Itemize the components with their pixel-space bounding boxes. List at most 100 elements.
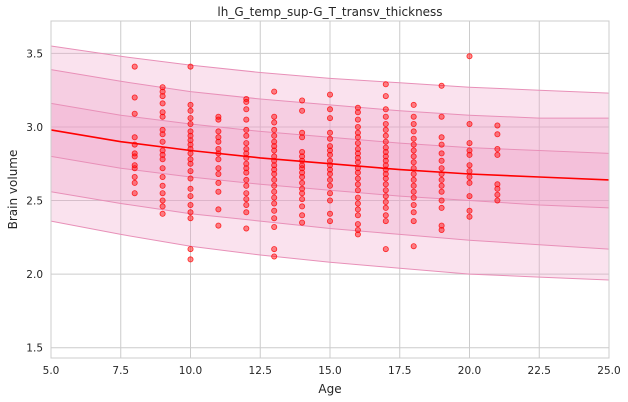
data-point [438,182,445,189]
data-point [131,63,138,70]
data-point [299,190,306,197]
data-point [466,162,473,169]
data-point [382,198,389,205]
data-point [326,147,333,154]
data-point [354,206,361,213]
data-point [438,176,445,183]
data-point [159,156,166,163]
band-3-lower-edge [50,220,610,281]
data-point [438,197,445,204]
data-point [410,194,417,201]
data-point [354,169,361,176]
data-point [271,253,278,260]
data-point [131,150,138,157]
plot-frame [50,20,610,359]
data-point [326,176,333,183]
data-point [354,194,361,201]
data-point [243,126,250,133]
data-point [410,147,417,154]
data-point [187,168,194,175]
data-point [187,246,194,253]
data-point [382,138,389,145]
data-point [438,141,445,148]
data-point [354,109,361,116]
data-point [466,53,473,60]
band-3-upper-edge [50,45,610,94]
data-point [382,132,389,139]
data-point [494,185,501,192]
data-point [243,176,250,183]
data-point [299,165,306,172]
data-point [494,122,501,129]
data-point [466,147,473,154]
data-point [187,160,194,167]
data-point [243,106,250,113]
x-tick-label: 5.0 [43,365,60,377]
data-point [187,150,194,157]
data-point [438,204,445,211]
data-point [354,104,361,111]
data-point [466,193,473,200]
data-point [187,121,194,128]
data-point [271,166,278,173]
data-point [271,147,278,154]
data-point [326,170,333,177]
data-point [159,138,166,145]
data-point [354,116,361,123]
data-point [466,140,473,147]
data-point [494,191,501,198]
data-point [215,165,222,172]
data-point [299,196,306,203]
y-tick-label: 2.5 [26,196,43,208]
data-point [326,143,333,150]
data-point [131,165,138,172]
data-point [466,173,473,180]
band-1-lower-edge [50,155,610,209]
data-point [410,153,417,160]
data-point [354,154,361,161]
data-point [438,134,445,141]
data-point [215,170,222,177]
data-point [187,115,194,122]
data-point [271,207,278,214]
data-point [299,134,306,141]
data-point [187,101,194,108]
data-point [187,175,194,182]
data-point [271,162,278,169]
data-point [382,153,389,160]
data-point [215,206,222,213]
data-point [215,116,222,123]
data-point [326,129,333,136]
data-point [382,187,389,194]
data-point [382,204,389,211]
data-point [159,126,166,133]
data-point [271,132,278,139]
band-1-area [51,103,609,208]
data-point [326,182,333,189]
data-point [354,140,361,147]
data-point [382,93,389,100]
data-point [271,188,278,195]
data-point [271,246,278,253]
data-point [354,145,361,152]
data-point [326,115,333,122]
data-point [410,209,417,216]
data-point [271,88,278,95]
data-point [187,137,194,144]
data-point [299,179,306,186]
data-point [354,129,361,136]
data-point [131,179,138,186]
data-point [243,169,250,176]
data-point [131,110,138,117]
data-point [438,82,445,89]
data-point [438,157,445,164]
data-point [299,219,306,226]
data-point [382,157,389,164]
data-point [354,134,361,141]
data-point [215,145,222,152]
data-point [466,121,473,128]
data-point [410,101,417,108]
data-point [159,197,166,204]
data-point [494,151,501,158]
data-point [326,190,333,197]
